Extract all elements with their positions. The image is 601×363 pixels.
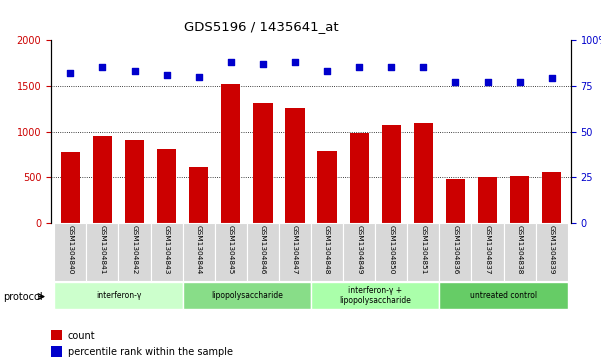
FancyBboxPatch shape: [311, 282, 439, 309]
Text: GSM1304850: GSM1304850: [388, 225, 394, 274]
Text: GSM1304842: GSM1304842: [132, 225, 138, 274]
Point: [547, 76, 557, 81]
Bar: [221, 84, 240, 223]
Bar: [350, 133, 369, 223]
Point: [130, 68, 139, 74]
Point: [97, 65, 107, 70]
Text: GSM1304848: GSM1304848: [324, 225, 330, 274]
Bar: [51, 330, 62, 340]
FancyBboxPatch shape: [215, 223, 247, 281]
FancyBboxPatch shape: [247, 223, 279, 281]
FancyBboxPatch shape: [118, 223, 151, 281]
FancyBboxPatch shape: [439, 223, 471, 281]
Bar: [125, 140, 144, 223]
Text: GSM1304839: GSM1304839: [549, 225, 555, 274]
Text: GSM1304836: GSM1304836: [453, 225, 459, 274]
Text: GSM1304841: GSM1304841: [99, 225, 105, 274]
Text: GSM1304849: GSM1304849: [356, 225, 362, 274]
Text: GSM1304846: GSM1304846: [260, 225, 266, 274]
FancyBboxPatch shape: [375, 223, 407, 281]
Text: count: count: [67, 331, 95, 341]
Bar: [61, 152, 80, 223]
FancyBboxPatch shape: [54, 223, 87, 281]
Bar: [285, 108, 305, 223]
Bar: [478, 177, 497, 223]
FancyBboxPatch shape: [54, 282, 183, 309]
Point: [258, 61, 267, 67]
Point: [162, 72, 171, 78]
FancyBboxPatch shape: [311, 223, 343, 281]
Point: [194, 74, 204, 79]
Bar: [542, 172, 561, 223]
Text: untreated control: untreated control: [470, 291, 537, 300]
Point: [451, 79, 460, 85]
Point: [386, 65, 396, 70]
Bar: [93, 136, 112, 223]
FancyBboxPatch shape: [183, 223, 215, 281]
Bar: [413, 123, 433, 223]
FancyBboxPatch shape: [87, 223, 118, 281]
Point: [290, 59, 300, 65]
Text: GDS5196 / 1435641_at: GDS5196 / 1435641_at: [184, 20, 339, 33]
FancyBboxPatch shape: [439, 282, 568, 309]
Bar: [189, 167, 209, 223]
Point: [355, 65, 364, 70]
Point: [483, 79, 492, 85]
Point: [66, 70, 75, 76]
FancyBboxPatch shape: [535, 223, 568, 281]
Bar: [382, 125, 401, 223]
FancyBboxPatch shape: [471, 223, 504, 281]
FancyBboxPatch shape: [343, 223, 375, 281]
FancyBboxPatch shape: [279, 223, 311, 281]
Point: [515, 79, 525, 85]
Text: GSM1304843: GSM1304843: [163, 225, 169, 274]
Text: GSM1304847: GSM1304847: [292, 225, 298, 274]
Text: lipopolysaccharide: lipopolysaccharide: [211, 291, 283, 300]
Text: interferon-γ: interferon-γ: [96, 291, 141, 300]
Point: [226, 59, 236, 65]
Bar: [510, 176, 529, 223]
Bar: [317, 151, 337, 223]
Bar: [446, 179, 465, 223]
Bar: [253, 103, 272, 223]
Text: GSM1304840: GSM1304840: [67, 225, 73, 274]
Text: GSM1304837: GSM1304837: [484, 225, 490, 274]
FancyBboxPatch shape: [151, 223, 183, 281]
FancyBboxPatch shape: [407, 223, 439, 281]
Text: GSM1304845: GSM1304845: [228, 225, 234, 274]
Bar: [157, 149, 176, 223]
Text: GSM1304838: GSM1304838: [517, 225, 523, 274]
Text: GSM1304844: GSM1304844: [196, 225, 202, 274]
FancyBboxPatch shape: [504, 223, 535, 281]
Bar: [51, 346, 62, 357]
Text: GSM1304851: GSM1304851: [420, 225, 426, 274]
Point: [322, 68, 332, 74]
Text: interferon-γ +
lipopolysaccharide: interferon-γ + lipopolysaccharide: [339, 286, 411, 305]
Text: protocol: protocol: [3, 291, 43, 302]
FancyBboxPatch shape: [183, 282, 311, 309]
Text: percentile rank within the sample: percentile rank within the sample: [67, 347, 233, 357]
Point: [418, 65, 428, 70]
